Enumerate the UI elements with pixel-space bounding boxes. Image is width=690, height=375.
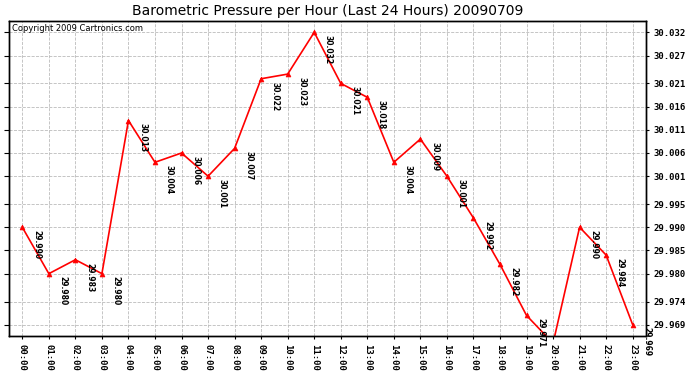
Text: 29.969: 29.969	[642, 327, 651, 357]
Text: 30.021: 30.021	[351, 86, 359, 115]
Text: Copyright 2009 Cartronics.com: Copyright 2009 Cartronics.com	[12, 24, 144, 33]
Text: 30.023: 30.023	[297, 77, 306, 106]
Text: 30.001: 30.001	[218, 179, 227, 208]
Text: 30.006: 30.006	[191, 156, 200, 185]
Text: 29.971: 29.971	[536, 318, 545, 348]
Text: 30.004: 30.004	[165, 165, 174, 194]
Text: 30.022: 30.022	[271, 81, 280, 111]
Text: 30.013: 30.013	[138, 123, 147, 152]
Title: Barometric Pressure per Hour (Last 24 Hours) 20090709: Barometric Pressure per Hour (Last 24 Ho…	[132, 4, 523, 18]
Text: 30.032: 30.032	[324, 35, 333, 64]
Text: 29.983: 29.983	[85, 262, 94, 292]
Text: 29.984: 29.984	[616, 258, 625, 287]
Text: 29.965: 29.965	[0, 374, 1, 375]
Text: 29.990: 29.990	[589, 230, 598, 259]
Text: 29.990: 29.990	[32, 230, 41, 259]
Text: 30.007: 30.007	[244, 151, 253, 180]
Text: 29.992: 29.992	[483, 221, 492, 250]
Text: 30.009: 30.009	[430, 142, 439, 171]
Text: 29.980: 29.980	[59, 276, 68, 306]
Text: 30.004: 30.004	[404, 165, 413, 194]
Text: 29.982: 29.982	[510, 267, 519, 296]
Text: 30.018: 30.018	[377, 100, 386, 129]
Text: 29.980: 29.980	[112, 276, 121, 306]
Text: 30.001: 30.001	[457, 179, 466, 208]
